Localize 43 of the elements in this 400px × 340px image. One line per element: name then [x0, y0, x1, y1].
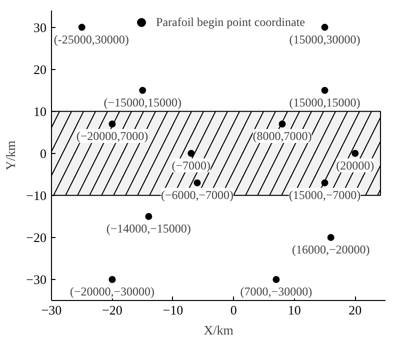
- point: [145, 212, 152, 220]
- point: [194, 179, 201, 186]
- point: [78, 24, 86, 31]
- annotation: (−20000,7000): [76, 128, 148, 143]
- point: [321, 86, 328, 94]
- annotation: (16000,−20000): [292, 242, 370, 256]
- legend-label: Parafoil begin point coordinate: [156, 14, 305, 30]
- annotation: (−15000,15000): [104, 95, 182, 110]
- annotation: (15000,30000): [289, 32, 360, 46]
- x-tick-label: 0: [230, 302, 237, 318]
- point: [108, 276, 116, 283]
- annotation: (−6000,−7000): [160, 188, 234, 202]
- point: [139, 86, 146, 94]
- x-tick-label: 20: [348, 302, 362, 318]
- point: [321, 24, 328, 31]
- point: [352, 150, 359, 157]
- annotation: (20000): [336, 158, 374, 172]
- y-tick-label: 20: [34, 62, 46, 77]
- y-tick-label: −30: [26, 272, 47, 287]
- annotation: (15000,−7000): [288, 188, 361, 202]
- point: [272, 276, 280, 283]
- annotation: (15000,15000): [289, 95, 360, 110]
- point: [327, 234, 334, 241]
- point: [108, 120, 116, 128]
- x-tick-label: −10: [162, 302, 184, 318]
- annotation: (7000,−30000): [240, 284, 312, 298]
- y-tick-label: 30: [34, 20, 46, 35]
- y-tick-label: 0: [40, 146, 46, 161]
- annotation: (8000,7000): [252, 128, 312, 143]
- y-tick-label: 10: [34, 104, 46, 119]
- annotation: (−20000,−30000): [70, 284, 154, 298]
- y-axis-title: Y/km: [3, 140, 18, 170]
- x-axis-title: X/km: [204, 322, 234, 338]
- point: [188, 150, 195, 157]
- annotation: (-25000,30000): [54, 32, 129, 46]
- y-tick-label: −10: [26, 188, 47, 203]
- point: [321, 179, 328, 186]
- annotation: (−7000): [172, 158, 211, 172]
- x-tick-label: 10: [288, 302, 301, 318]
- y-tick-label: −20: [26, 230, 47, 245]
- annotation: (−14000,−15000): [106, 221, 191, 236]
- point: [278, 120, 286, 128]
- x-tick-label: −20: [102, 302, 122, 318]
